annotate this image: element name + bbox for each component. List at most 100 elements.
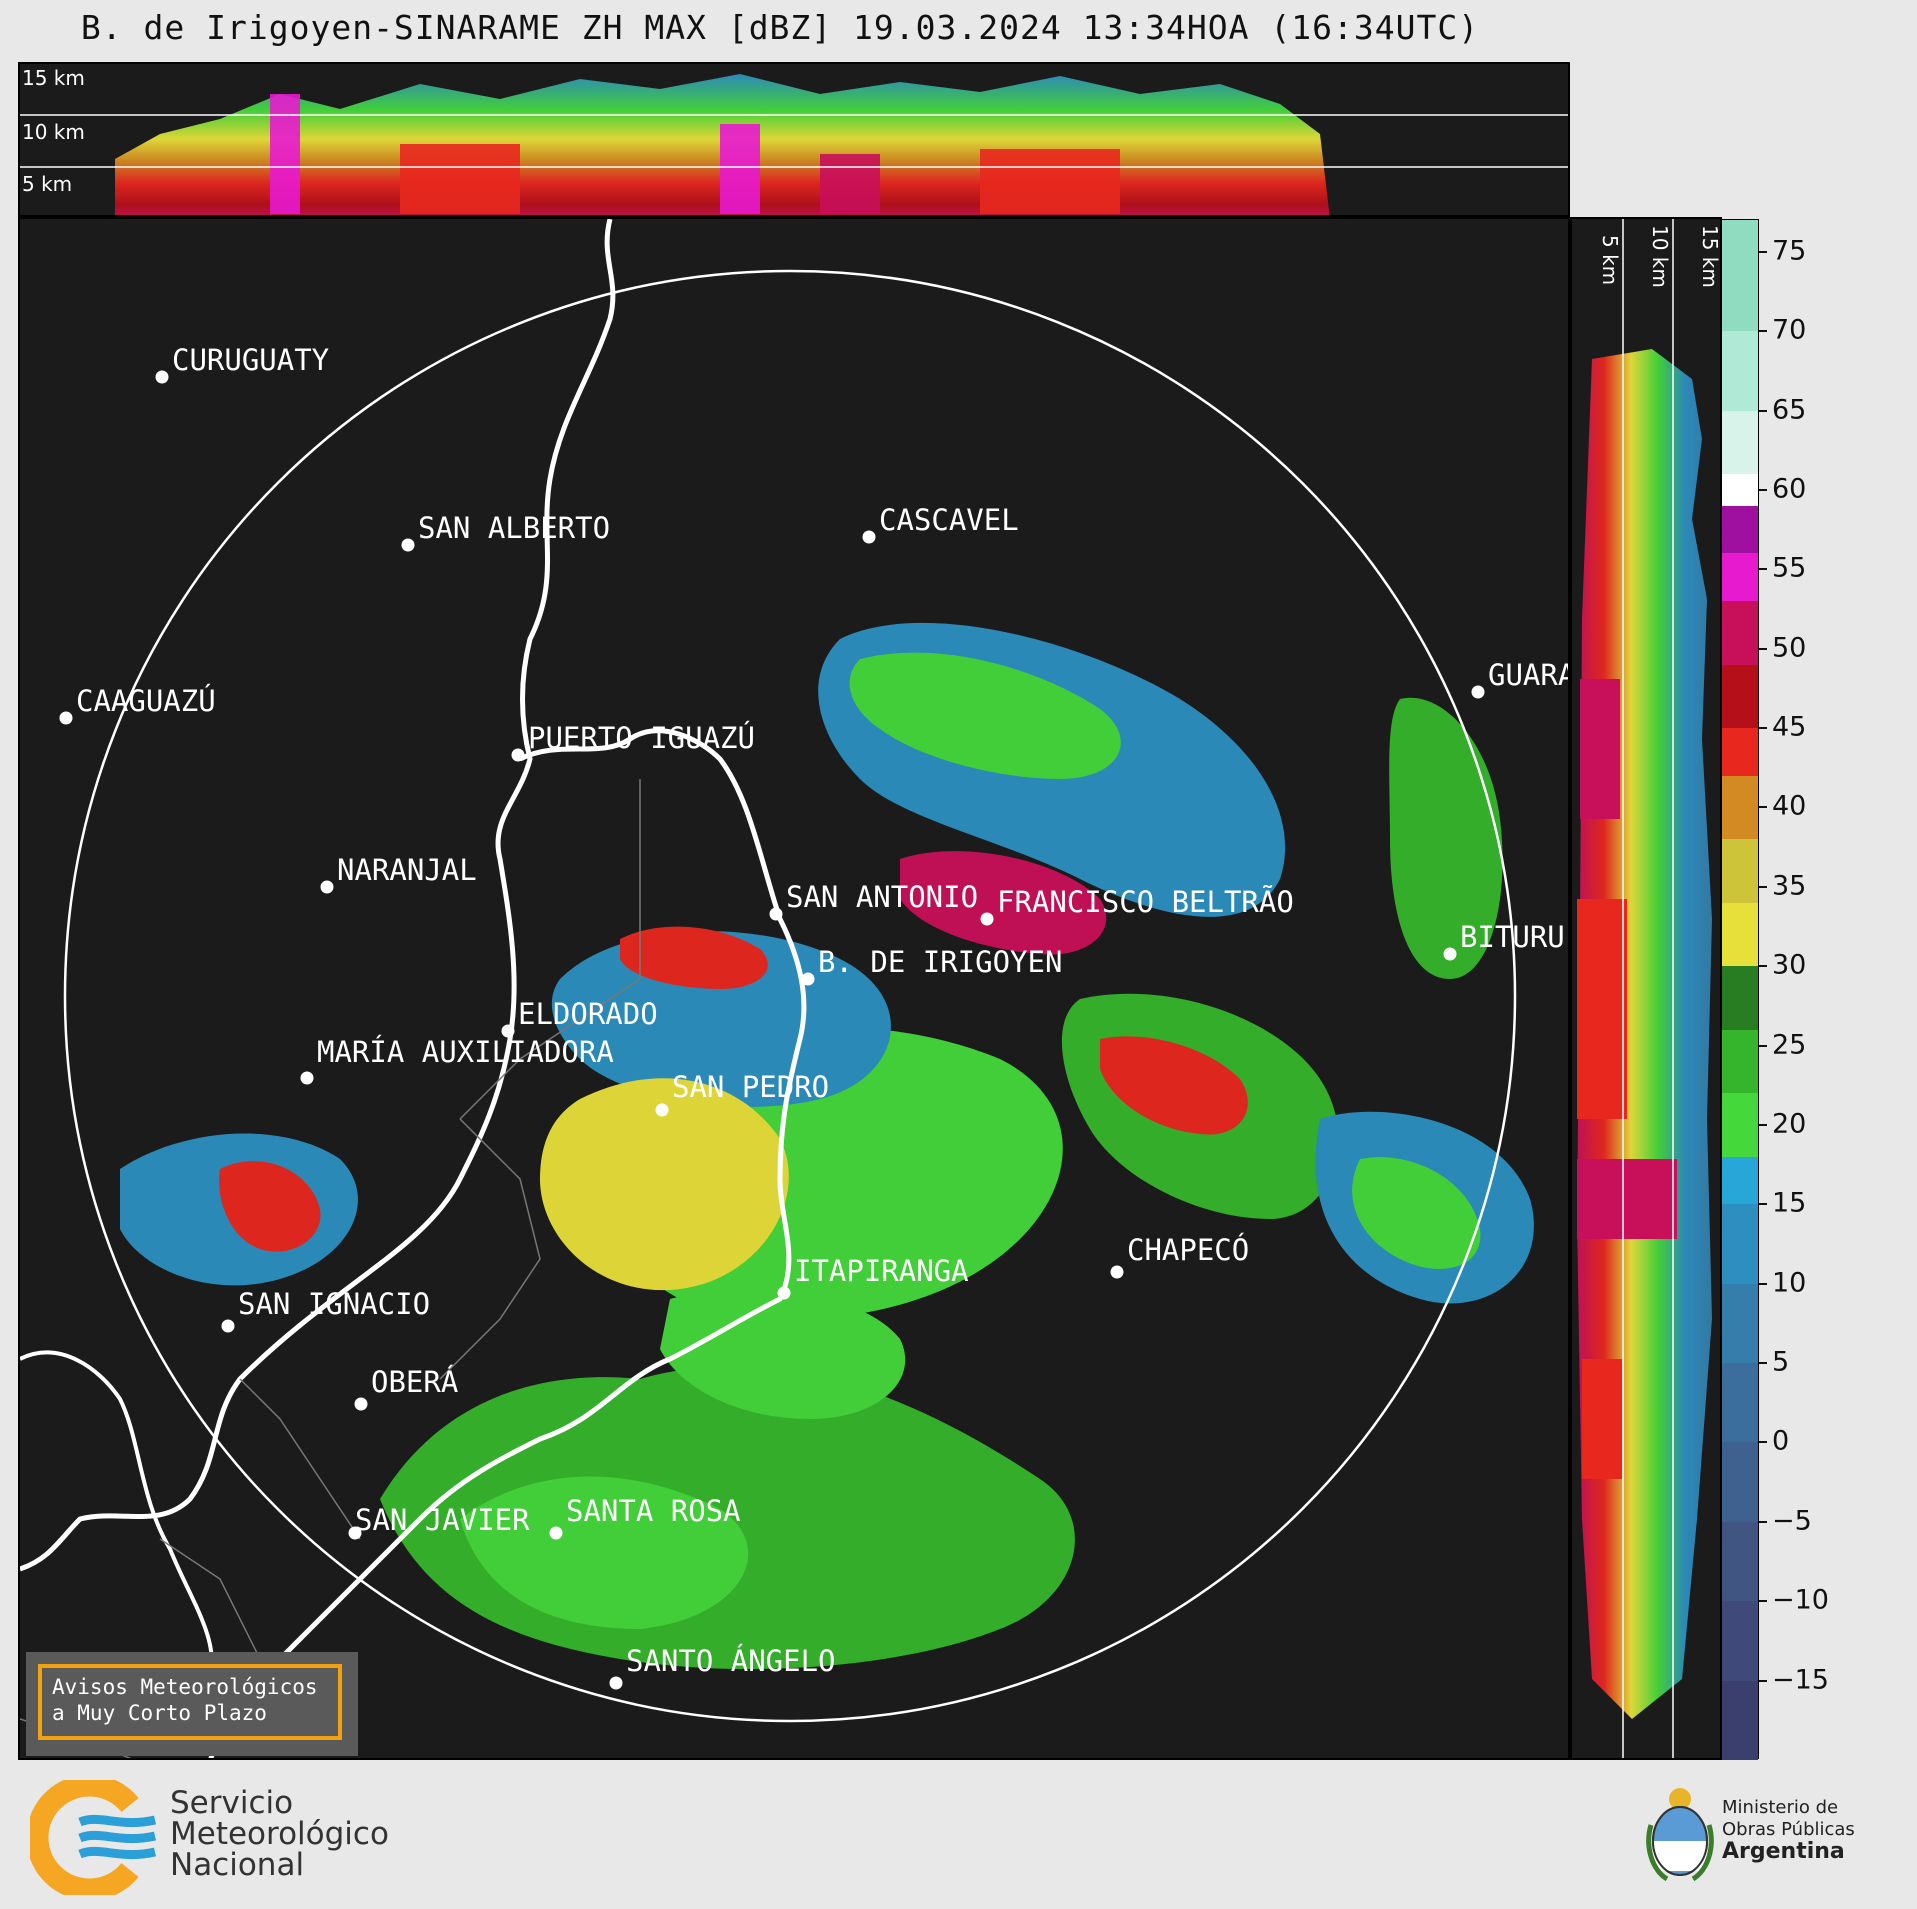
colorbar-tick bbox=[1759, 885, 1767, 888]
province-border bbox=[208, 728, 807, 1758]
colorbar-tick-label: 15 bbox=[1772, 1187, 1807, 1219]
city-dot bbox=[549, 1526, 563, 1540]
colorbar-tick-label: 60 bbox=[1772, 473, 1807, 505]
colorbar-tick-label: 0 bbox=[1772, 1425, 1790, 1457]
city-label-naranjal: NARANJAL bbox=[337, 853, 477, 887]
colorbar-tick bbox=[1759, 1044, 1767, 1047]
smn-wordmark: Servicio Meteorológico Nacional bbox=[170, 1788, 389, 1881]
city-dot bbox=[59, 711, 73, 725]
city-label-san-ignacio: SAN IGNACIO bbox=[238, 1287, 431, 1321]
argentina-coat-of-arms-icon bbox=[1646, 1788, 1714, 1882]
colorbar-tick-label: 55 bbox=[1772, 552, 1807, 584]
colorbar-tick-label: 25 bbox=[1772, 1029, 1807, 1061]
colorbar-tick bbox=[1759, 1679, 1767, 1682]
city-label-santa-rosa: SANTA ROSA bbox=[566, 1494, 741, 1528]
city-label-san-alberto: SAN ALBERTO bbox=[418, 511, 611, 545]
colorbar-tick-label: 5 bbox=[1772, 1346, 1790, 1378]
top-altitude-label: 10 km bbox=[22, 120, 85, 144]
colorbar-tick-label: −15 bbox=[1772, 1664, 1829, 1696]
colorbar-tick bbox=[1759, 1441, 1767, 1444]
colorbar-tick-label: 50 bbox=[1772, 632, 1807, 664]
colorbar-band bbox=[1722, 1283, 1758, 1364]
city-dot bbox=[609, 1676, 623, 1690]
radar-map-panel: CURUGUATY SAN ALBERTO CASCAVEL CAAGUAZÚ … bbox=[18, 217, 1570, 1760]
avisos-line2: a Muy Corto Plazo bbox=[52, 1701, 267, 1725]
city-label-b-de-irigoyen: B. DE IRIGOYEN bbox=[818, 945, 1063, 979]
top-cross-section-panel: 15 km 10 km 5 km bbox=[18, 62, 1570, 217]
colorbar-band bbox=[1722, 1601, 1758, 1681]
smn-line2: Meteorológico bbox=[170, 1816, 389, 1852]
side-cross-section-plot bbox=[1577, 219, 1712, 1758]
colorbar-tick bbox=[1759, 727, 1767, 730]
colorbar-tick-label: 20 bbox=[1772, 1108, 1807, 1140]
city-dot bbox=[1471, 685, 1485, 699]
radar-reflectivity-map bbox=[20, 219, 1534, 1758]
colorbar-band bbox=[1722, 1521, 1758, 1602]
city-dot bbox=[221, 1319, 235, 1333]
colorbar-band bbox=[1722, 1093, 1758, 1157]
colorbar-tick bbox=[1759, 250, 1767, 253]
colorbar-band bbox=[1722, 1204, 1758, 1284]
colorbar-band bbox=[1722, 220, 1758, 332]
city-label-maria-auxiliadora: MARÍA AUXILIADORA bbox=[317, 1035, 614, 1069]
colorbar-tick-label: 30 bbox=[1772, 949, 1807, 981]
colorbar-band bbox=[1722, 902, 1758, 967]
top-altitude-label: 15 km bbox=[22, 66, 85, 90]
colorbar-band bbox=[1722, 601, 1758, 665]
city-label-santo-angelo: SANTO ÁNGELO bbox=[626, 1644, 836, 1678]
side-cross-section-panel: 5 km 10 km 15 km bbox=[1570, 217, 1722, 1760]
city-dot bbox=[155, 370, 169, 384]
colorbar-band bbox=[1722, 664, 1758, 729]
city-dot bbox=[862, 530, 876, 544]
colorbar-tick bbox=[1759, 488, 1767, 491]
city-dot bbox=[300, 1071, 314, 1085]
city-label-bituru: BITURU bbox=[1460, 920, 1565, 954]
city-dot bbox=[1110, 1265, 1124, 1279]
colorbar-tick bbox=[1759, 1520, 1767, 1523]
map-title: B. de Irigoyen-SINARAME ZH MAX [dBZ] 19.… bbox=[80, 8, 1480, 47]
colorbar-band bbox=[1722, 839, 1758, 903]
colorbar-tick bbox=[1759, 1362, 1767, 1365]
colorbar-tick bbox=[1759, 330, 1767, 333]
colorbar-tick-label: 45 bbox=[1772, 711, 1807, 743]
city-label-cascavel: CASCAVEL bbox=[879, 503, 1019, 537]
city-label-francisco-beltrao: FRANCISCO BELTRÃO bbox=[997, 885, 1294, 919]
smn-line3: Nacional bbox=[170, 1847, 305, 1883]
city-label-eldorado: ELDORADO bbox=[518, 997, 658, 1031]
international-border bbox=[20, 219, 616, 1572]
city-dot bbox=[320, 880, 334, 894]
ministerio-wordmark: Ministerio de Obras Públicas Argentina bbox=[1722, 1797, 1855, 1863]
colorbar-band bbox=[1722, 775, 1758, 840]
city-dot bbox=[354, 1397, 368, 1411]
colorbar-tick bbox=[1759, 965, 1767, 968]
colorbar-tick bbox=[1759, 568, 1767, 571]
colorbar-tick bbox=[1759, 1282, 1767, 1285]
colorbar-band bbox=[1722, 1680, 1758, 1760]
city-dot bbox=[769, 907, 783, 921]
avisos-link[interactable]: Avisos Meteorológicos a Muy Corto Plazo bbox=[38, 1664, 342, 1740]
colorbar-tick-label: 40 bbox=[1772, 790, 1807, 822]
city-dot bbox=[1443, 947, 1457, 961]
colorbar-band bbox=[1722, 1442, 1758, 1522]
colorbar-band bbox=[1722, 331, 1758, 411]
smn-logo-icon bbox=[30, 1780, 157, 1895]
dbz-colorbar bbox=[1721, 219, 1759, 1760]
colorbar-tick bbox=[1759, 647, 1767, 650]
city-label-san-javier: SAN JAVIER bbox=[355, 1503, 530, 1537]
colorbar-band bbox=[1722, 410, 1758, 474]
colorbar-tick-label: 10 bbox=[1772, 1267, 1807, 1299]
city-dot bbox=[501, 1024, 515, 1038]
colorbar-band bbox=[1722, 966, 1758, 1030]
city-dot bbox=[801, 972, 815, 986]
city-dot bbox=[655, 1103, 669, 1117]
city-label-san-pedro: SAN PEDRO bbox=[672, 1070, 830, 1104]
side-altitude-label: 15 km bbox=[1698, 225, 1722, 288]
city-label-puerto-iguazu: PUERTO IGUAZÚ bbox=[528, 721, 755, 755]
city-label-caaguazu: CAAGUAZÚ bbox=[76, 684, 216, 718]
colorbar-tick bbox=[1759, 1600, 1767, 1603]
city-dot bbox=[980, 912, 994, 926]
city-dot bbox=[511, 748, 525, 762]
colorbar-tick-label: 65 bbox=[1772, 394, 1807, 425]
colorbar-tick bbox=[1759, 1123, 1767, 1126]
city-dot bbox=[348, 1526, 362, 1540]
